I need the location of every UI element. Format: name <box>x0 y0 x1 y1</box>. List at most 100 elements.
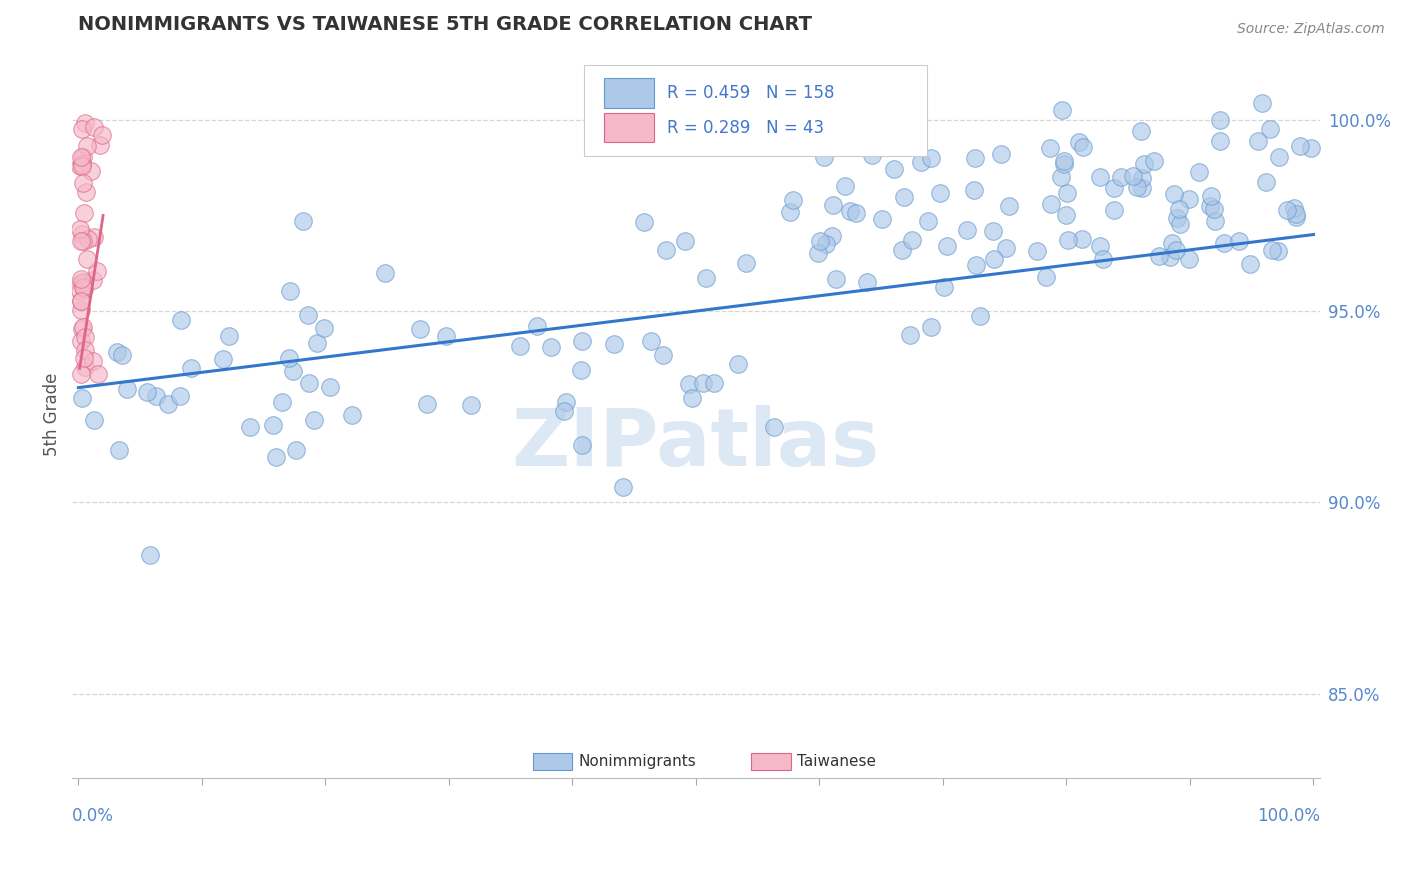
Point <box>612 480 634 494</box>
Point <box>856 275 879 289</box>
Point <box>896 94 918 108</box>
Point <box>212 351 235 366</box>
Point <box>72 276 94 290</box>
FancyBboxPatch shape <box>583 65 927 156</box>
Point <box>963 183 986 197</box>
Point <box>83 120 105 134</box>
Point <box>901 233 924 247</box>
Point <box>1057 233 1080 247</box>
Point <box>117 383 139 397</box>
Point <box>83 229 105 244</box>
Text: R = 0.459   N = 158: R = 0.459 N = 158 <box>668 84 835 102</box>
Point <box>1163 187 1185 202</box>
Point <box>735 256 758 270</box>
Point <box>779 205 801 219</box>
Point <box>70 121 93 136</box>
Point <box>82 354 104 368</box>
Point <box>692 376 714 391</box>
Point <box>782 193 804 207</box>
Point <box>1258 121 1281 136</box>
Point <box>69 222 91 236</box>
Point <box>1130 124 1153 138</box>
Point <box>73 116 96 130</box>
FancyBboxPatch shape <box>751 753 790 770</box>
Point <box>555 394 578 409</box>
Point <box>1199 188 1222 202</box>
Point <box>969 309 991 323</box>
Point <box>105 344 128 359</box>
Point <box>70 293 93 308</box>
Point <box>86 264 108 278</box>
Point <box>340 409 363 423</box>
Point <box>89 138 111 153</box>
Point <box>111 348 134 362</box>
Point <box>238 420 260 434</box>
Point <box>703 376 725 390</box>
Point <box>920 151 942 165</box>
Point <box>305 336 328 351</box>
Point <box>69 293 91 308</box>
Point <box>540 340 562 354</box>
Point <box>509 339 531 353</box>
Point <box>807 245 830 260</box>
Point <box>180 361 202 376</box>
Point <box>883 161 905 176</box>
Point <box>291 214 314 228</box>
Point <box>108 442 131 457</box>
Point <box>70 391 93 405</box>
Point <box>1130 171 1153 186</box>
Point <box>1130 181 1153 195</box>
Point <box>678 377 700 392</box>
Point <box>82 273 104 287</box>
Point <box>73 330 96 344</box>
Point <box>266 450 288 465</box>
Point <box>1208 113 1230 128</box>
Point <box>1159 250 1181 264</box>
Point <box>79 163 101 178</box>
Point <box>278 351 301 366</box>
Text: Taiwanese: Taiwanese <box>797 754 876 769</box>
Point <box>929 186 952 200</box>
Point <box>936 239 959 253</box>
Point <box>1053 154 1076 169</box>
Point <box>1199 199 1222 213</box>
Point <box>860 148 883 162</box>
Point <box>655 243 678 257</box>
Point <box>1039 141 1062 155</box>
FancyBboxPatch shape <box>533 753 572 770</box>
Point <box>460 398 482 412</box>
Point <box>70 150 93 164</box>
Point <box>1109 169 1132 184</box>
Point <box>1284 201 1306 215</box>
Point <box>218 328 240 343</box>
Point <box>75 360 97 375</box>
Point <box>571 438 593 452</box>
Point <box>1090 169 1112 184</box>
Point <box>1209 134 1232 148</box>
Point <box>1178 252 1201 266</box>
Point <box>77 232 100 246</box>
Point <box>727 357 749 371</box>
Point <box>1285 210 1308 224</box>
Point <box>72 280 94 294</box>
Point <box>569 362 592 376</box>
Point <box>297 308 319 322</box>
Point <box>1054 208 1077 222</box>
Point <box>281 364 304 378</box>
Point <box>1069 136 1091 150</box>
Point <box>139 548 162 562</box>
Point <box>1161 236 1184 251</box>
Point <box>1254 175 1277 189</box>
Point <box>72 176 94 190</box>
Point <box>69 285 91 299</box>
Point <box>1050 170 1073 185</box>
Point <box>408 322 430 336</box>
Point <box>1091 252 1114 267</box>
Point <box>70 235 93 249</box>
Point <box>297 376 319 391</box>
Point <box>983 252 1005 266</box>
Point <box>695 270 717 285</box>
Point <box>278 284 301 298</box>
Point <box>553 404 575 418</box>
Text: R = 0.289   N = 43: R = 0.289 N = 43 <box>668 119 824 136</box>
